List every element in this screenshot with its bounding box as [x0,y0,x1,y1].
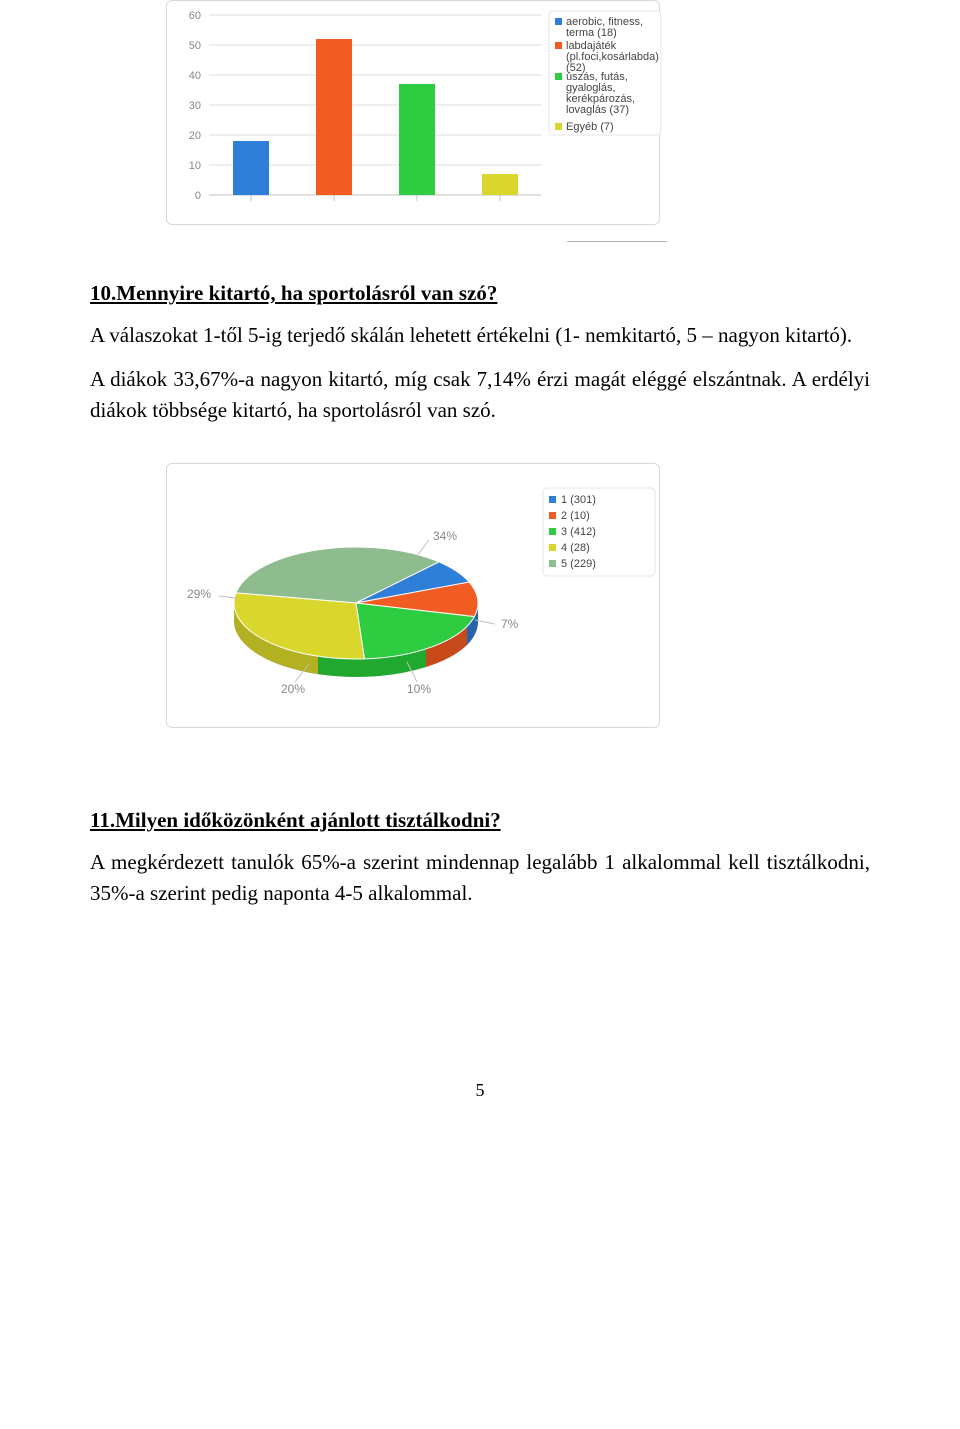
bar-aerobic [233,141,269,195]
section-11-p1: A megkérdezett tanulók 65%-a szerint min… [90,847,870,910]
pie-label-34: 34% [433,529,457,543]
page-number: 5 [90,1080,870,1101]
section-11-title: 11.Milyen időközönként ajánlott tisztálk… [90,808,870,833]
pie-legend-0: 1 (301) [561,494,596,506]
bar-chart: 0 10 20 30 40 50 60 [171,5,665,215]
pie-label-29: 29% [187,587,211,601]
bar-chart-container: 0 10 20 30 40 50 60 [166,0,660,225]
section-10-p2: A diákok 33,67%-a nagyon kitartó, míg cs… [90,364,870,427]
pie-label-7: 7% [501,617,519,631]
ytick-60: 60 [189,10,201,22]
pie-chart: 29% 20% 10% 7% 34% 1 (301) 2 (10) 3 (412… [171,468,665,718]
bar-egyeb [482,174,518,195]
pie-legend-1: 2 (10) [561,510,590,522]
ytick-50: 50 [189,40,201,52]
bar-legend-2: úszás, futás,gyaloglás,kerékpározás,lova… [566,71,635,116]
ytick-0: 0 [195,190,201,202]
ytick-40: 40 [189,70,201,82]
ytick-10: 10 [189,160,201,172]
pie-label-10: 10% [407,682,431,696]
ytick-30: 30 [189,100,201,112]
divider [567,241,667,242]
bar-legend-3: Egyéb (7) [566,121,614,133]
ytick-20: 20 [189,130,201,142]
pie-legend-3: 4 (28) [561,542,590,554]
section-10-p1: A válaszokat 1-től 5-ig terjedő skálán l… [90,320,870,352]
pie-label-20: 20% [281,682,305,696]
pie-legend-4: 5 (229) [561,558,596,570]
pie-legend-2: 3 (412) [561,526,596,538]
bar-uszas [399,84,435,195]
section-10-title: 10.Mennyire kitartó, ha sportolásról van… [90,281,870,306]
pie-chart-container: 29% 20% 10% 7% 34% 1 (301) 2 (10) 3 (412… [166,463,660,728]
bar-labdajatek [316,39,352,195]
